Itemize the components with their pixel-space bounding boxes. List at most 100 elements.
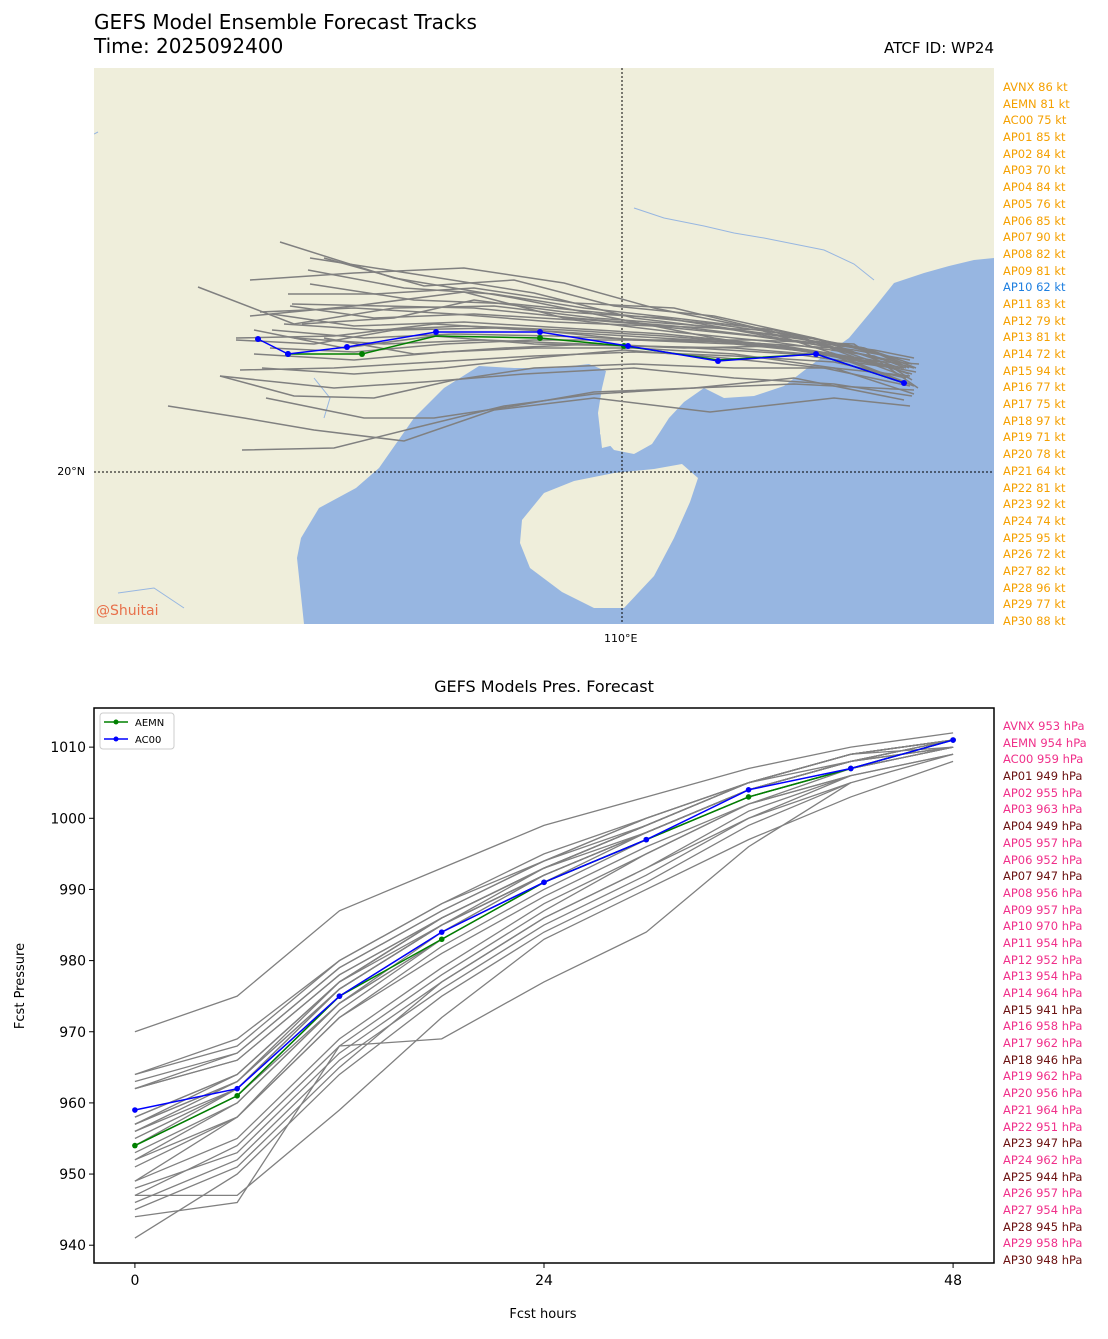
ensemble-track xyxy=(261,349,911,387)
pressure-series-group xyxy=(132,732,956,1239)
ensemble-pressure-line xyxy=(134,782,852,1189)
series-point-aemn xyxy=(132,1142,138,1149)
wind-list-item: AP27 82 kt xyxy=(1003,563,1066,578)
wind-list-item: AP21 64 kt xyxy=(1003,463,1066,478)
wind-list-item: AP24 74 kt xyxy=(1003,513,1066,528)
ensemble-pressure-line xyxy=(134,739,954,1147)
wind-list-item: AP28 96 kt xyxy=(1003,580,1066,595)
pressure-list-item: AEMN 954 hPa xyxy=(1003,735,1087,750)
pressure-chart: 940 950 960 970 980 990 1000 1010 0 24 48 Fcst hou… xyxy=(0,700,1000,1339)
ensemble-pressure-line xyxy=(134,739,954,1090)
wind-list-item: AP09 81 kt xyxy=(1003,263,1066,278)
y-tick-label: 990 xyxy=(59,882,86,898)
pressure-list-item: AP14 964 hPa xyxy=(1003,986,1083,1000)
wind-list-item: AVNX 86 kt xyxy=(1003,80,1068,94)
ensemble-track xyxy=(323,337,895,369)
wind-list-item: AP04 84 kt xyxy=(1003,180,1066,195)
y-tick-label: 980 xyxy=(59,954,86,970)
ensemble-pressure-line xyxy=(134,746,954,1118)
series-point-ac00 xyxy=(950,737,956,743)
pressure-axes: 940 950 960 970 980 990 1000 1010 0 24 48 xyxy=(50,740,962,1289)
pressure-list-item: AP09 957 hPa xyxy=(1003,902,1083,917)
series-point-ac00 xyxy=(336,993,343,999)
ensemble-track xyxy=(167,397,911,442)
pressure-list-item: AP20 956 hPa xyxy=(1003,1086,1083,1101)
track-map xyxy=(94,68,994,624)
pressure-list-item: AP21 964 hPa xyxy=(1003,1102,1083,1117)
pressure-list-item: AP27 954 hPa xyxy=(1003,1202,1083,1217)
pressure-list-item: AP02 955 hPa xyxy=(1003,785,1083,800)
pressure-list-item: AC00 959 hPa xyxy=(1003,752,1084,767)
ensemble-track xyxy=(309,283,901,369)
pressure-list-item: AP18 946 hPa xyxy=(1003,1052,1083,1067)
ensemble-pressure-line xyxy=(134,753,954,1239)
pressure-list-item: AP07 947 hPa xyxy=(1003,869,1083,884)
pressure-list-item: AP08 956 hPa xyxy=(1003,885,1083,900)
pressure-list-item: AP12 952 hPa xyxy=(1003,952,1083,967)
ensemble-track xyxy=(271,313,917,373)
ensemble-track xyxy=(271,329,919,389)
chart-legend: AEMN AC00 xyxy=(99,712,175,750)
wind-list-item: AP18 97 kt xyxy=(1003,413,1066,428)
pressure-list-item: AP10 970 hPa xyxy=(1003,919,1083,934)
ensemble-track xyxy=(291,303,915,359)
series-point-ac00 xyxy=(541,879,547,886)
ensemble-pressure-line xyxy=(134,739,954,1125)
legend-marker-ac00 xyxy=(113,736,119,742)
wind-list-item: AP13 81 kt xyxy=(1003,330,1066,345)
ac00-track-point xyxy=(813,351,819,357)
wind-list-item: AP25 95 kt xyxy=(1003,530,1066,545)
wind-list-item: AP16 77 kt xyxy=(1003,380,1066,395)
y-tick-label: 940 xyxy=(59,1238,86,1254)
pressure-list-item: AP01 949 hPa xyxy=(1003,769,1083,784)
ensemble-pressure-line xyxy=(134,746,954,1196)
wind-list-item: AP07 90 kt xyxy=(1003,230,1066,245)
series-line-aemn xyxy=(134,739,954,1147)
river-lines xyxy=(94,131,875,609)
y-axis-label: Fcst Pressure xyxy=(13,943,28,1029)
ensemble-tracks xyxy=(167,241,920,451)
ac00-track-point xyxy=(625,343,631,349)
wind-list-item: AP11 83 kt xyxy=(1003,296,1066,311)
wind-list-item: AP15 94 kt xyxy=(1003,363,1066,378)
pressure-list-item: AP29 958 hPa xyxy=(1003,1236,1083,1251)
y-tick-label: 1010 xyxy=(50,740,86,756)
wind-list-item: AP14 72 kt xyxy=(1003,347,1066,361)
pressure-list-item: AP24 962 hPa xyxy=(1003,1152,1083,1167)
wind-list-item: AP12 79 kt xyxy=(1003,313,1066,328)
pressure-list-item: AP17 962 hPa xyxy=(1003,1036,1083,1051)
ensemble-pressure-line xyxy=(134,774,852,1204)
series-point-ac00 xyxy=(643,836,650,843)
wind-list-item: AP22 81 kt xyxy=(1003,480,1066,495)
pressure-list-item: AP23 947 hPa xyxy=(1003,1136,1083,1151)
wind-list-item: AP10 62 kt xyxy=(1003,280,1066,295)
ensemble-track xyxy=(259,307,911,361)
ensemble-pressure-line xyxy=(134,746,954,1147)
ensemble-pressure-line xyxy=(134,739,954,1147)
ensemble-track xyxy=(265,383,915,419)
ensemble-pressure-line xyxy=(134,746,954,1168)
pressure-list-item: AVNX 953 hPa xyxy=(1003,719,1085,733)
ac00-track-point xyxy=(715,358,721,364)
series-point-ac00 xyxy=(848,765,854,772)
wind-list-item: AP29 77 kt xyxy=(1003,597,1066,612)
ensemble-track xyxy=(283,323,913,375)
ensemble-track xyxy=(301,299,913,365)
longitude-label: 110°E xyxy=(604,632,638,645)
forecast-time: Time: 2025092400 xyxy=(94,34,284,58)
ac00-track-point xyxy=(255,336,261,342)
series-point-ac00 xyxy=(438,929,445,935)
ensemble-track xyxy=(219,363,911,399)
ensemble-pressure-line xyxy=(134,739,954,1118)
ensemble-pressure-line xyxy=(134,746,954,1083)
legend-label-ac00: AC00 xyxy=(135,735,161,746)
pressure-list-item: AP13 954 hPa xyxy=(1003,969,1083,984)
series-point-aemn xyxy=(438,936,445,943)
ac00-track-point xyxy=(344,344,350,350)
series-point-aemn xyxy=(234,1092,240,1099)
pressure-list-item: AP15 941 hPa xyxy=(1003,1002,1083,1017)
ensemble-pressure-line xyxy=(134,732,954,1033)
wind-list-item: AEMN 81 kt xyxy=(1003,96,1070,111)
pressure-list-item: AP11 954 hPa xyxy=(1003,935,1083,950)
ensemble-track xyxy=(253,347,915,395)
